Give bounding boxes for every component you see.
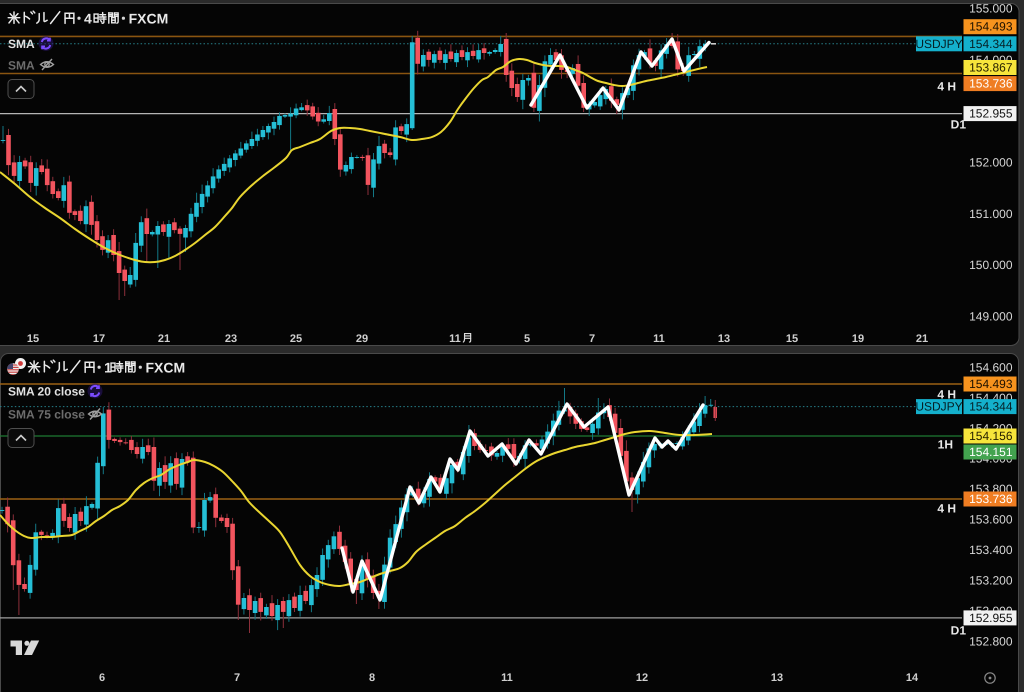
- svg-text:153.736: 153.736: [969, 77, 1013, 91]
- svg-text:29: 29: [356, 333, 368, 345]
- svg-text:USDJPY: USDJPY: [915, 400, 962, 414]
- svg-text:15: 15: [786, 333, 798, 345]
- svg-text:153.736: 153.736: [969, 492, 1013, 506]
- svg-text:14: 14: [906, 672, 919, 684]
- svg-text:D1: D1: [951, 624, 967, 638]
- svg-text:7: 7: [234, 672, 240, 684]
- svg-text:150.000: 150.000: [969, 258, 1013, 272]
- svg-text:152.000: 152.000: [969, 156, 1013, 170]
- svg-text:13: 13: [718, 333, 730, 345]
- svg-text:4 H: 4 H: [937, 80, 956, 94]
- svg-text:4 H: 4 H: [937, 388, 956, 402]
- svg-text:154.344: 154.344: [969, 400, 1013, 414]
- svg-text:7: 7: [589, 333, 595, 345]
- svg-text:154.156: 154.156: [969, 429, 1013, 443]
- svg-text:154.151: 154.151: [969, 445, 1013, 459]
- svg-text:8: 8: [369, 672, 375, 684]
- svg-text:SMA 75 close: SMA 75 close: [8, 408, 85, 422]
- svg-text:152.955: 152.955: [969, 107, 1013, 121]
- svg-text:149.000: 149.000: [969, 310, 1013, 324]
- svg-text:21: 21: [916, 333, 928, 345]
- svg-text:153.867: 153.867: [969, 61, 1013, 75]
- svg-text:154.600: 154.600: [969, 361, 1013, 375]
- svg-text:152.800: 152.800: [969, 634, 1013, 648]
- svg-text:5: 5: [524, 333, 530, 345]
- svg-text:19: 19: [852, 333, 864, 345]
- svg-text:21: 21: [158, 333, 170, 345]
- svg-text:4: 4: [84, 10, 92, 26]
- svg-text:12: 12: [636, 672, 648, 684]
- svg-text:25: 25: [290, 333, 302, 345]
- svg-text:151.000: 151.000: [969, 207, 1013, 221]
- svg-text:154.493: 154.493: [969, 20, 1013, 34]
- svg-text:13: 13: [771, 672, 783, 684]
- svg-text:154.344: 154.344: [969, 37, 1013, 51]
- svg-text:FXCM: FXCM: [129, 10, 169, 26]
- svg-text:USDJPY: USDJPY: [915, 37, 962, 51]
- svg-text:1H: 1H: [938, 438, 953, 452]
- svg-text:155.000: 155.000: [969, 2, 1013, 16]
- svg-text:D1: D1: [951, 118, 967, 132]
- svg-text:153.600: 153.600: [969, 513, 1013, 527]
- svg-text:154.493: 154.493: [969, 377, 1013, 391]
- svg-text:11: 11: [501, 672, 513, 684]
- svg-text:11: 11: [653, 333, 665, 345]
- svg-text:4 H: 4 H: [937, 502, 956, 516]
- svg-text:152.955: 152.955: [969, 611, 1013, 625]
- svg-text:15: 15: [27, 333, 39, 345]
- svg-text:FXCM: FXCM: [146, 359, 186, 375]
- svg-text:SMA: SMA: [8, 37, 35, 51]
- svg-text:SMA 20 close: SMA 20 close: [8, 385, 85, 399]
- svg-text:17: 17: [93, 333, 105, 345]
- svg-text:11: 11: [449, 333, 461, 345]
- svg-text:1: 1: [104, 359, 112, 375]
- svg-text:6: 6: [99, 672, 105, 684]
- svg-text:153.400: 153.400: [969, 543, 1013, 557]
- svg-text:23: 23: [225, 333, 237, 345]
- svg-text:153.200: 153.200: [969, 573, 1013, 587]
- svg-text:SMA: SMA: [8, 59, 35, 73]
